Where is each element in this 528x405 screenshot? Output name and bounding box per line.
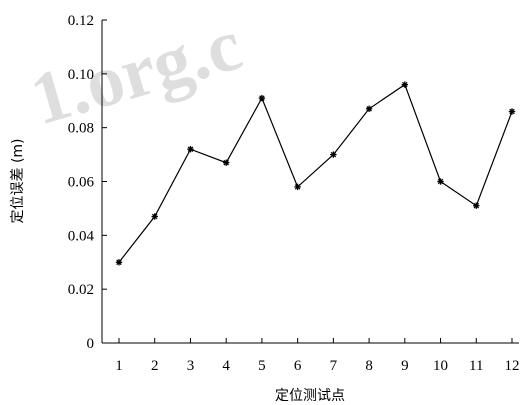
series-group [115, 81, 516, 266]
watermark: 1.org.c [22, 4, 250, 142]
x-tick-label: 6 [294, 358, 302, 374]
y-tick-label: 0.08 [68, 121, 94, 137]
data-point-marker [258, 94, 266, 102]
x-tick-label: 3 [187, 358, 195, 374]
data-point-marker [365, 105, 373, 113]
x-tick-label: 2 [151, 358, 159, 374]
data-point-marker [330, 151, 337, 158]
data-point-marker [187, 145, 194, 153]
x-axis-ticks: 1 2 3 4 5 6 7 8 9 10 11 12 [115, 338, 520, 374]
y-tick-label: 0.12 [68, 13, 94, 29]
data-point-marker [115, 259, 123, 266]
series-line [118, 83, 513, 263]
data-point-marker [437, 178, 444, 185]
data-point-marker [473, 202, 480, 209]
x-tick-label: 5 [258, 358, 266, 374]
x-tick-label: 11 [469, 358, 483, 374]
y-tick-label: 0.02 [68, 282, 94, 298]
x-tick-label: 1 [115, 358, 123, 374]
y-tick-label: 0.06 [68, 175, 95, 191]
y-axis-title: 定位误差 (m) [10, 138, 26, 223]
y-tick-label: 0 [87, 336, 95, 352]
data-point-marker [294, 183, 301, 191]
y-tick-label: 0.04 [68, 228, 95, 244]
x-tick-label: 8 [365, 358, 373, 374]
x-axis-title: 定位测试点 [275, 388, 345, 404]
y-axis-ticks: 0 0.02 0.04 0.06 0.08 0.10 0.12 [68, 13, 107, 352]
x-tick-label: 4 [222, 358, 230, 374]
y-tick-label: 0.10 [68, 67, 94, 83]
data-point-marker [508, 108, 516, 115]
x-tick-label: 10 [433, 358, 448, 374]
x-tick-label: 9 [401, 358, 409, 374]
data-point-marker [222, 159, 230, 166]
data-point-marker [401, 81, 408, 88]
x-tick-label: 7 [330, 358, 338, 374]
data-point-marker [151, 213, 158, 220]
x-tick-label: 12 [505, 358, 520, 374]
